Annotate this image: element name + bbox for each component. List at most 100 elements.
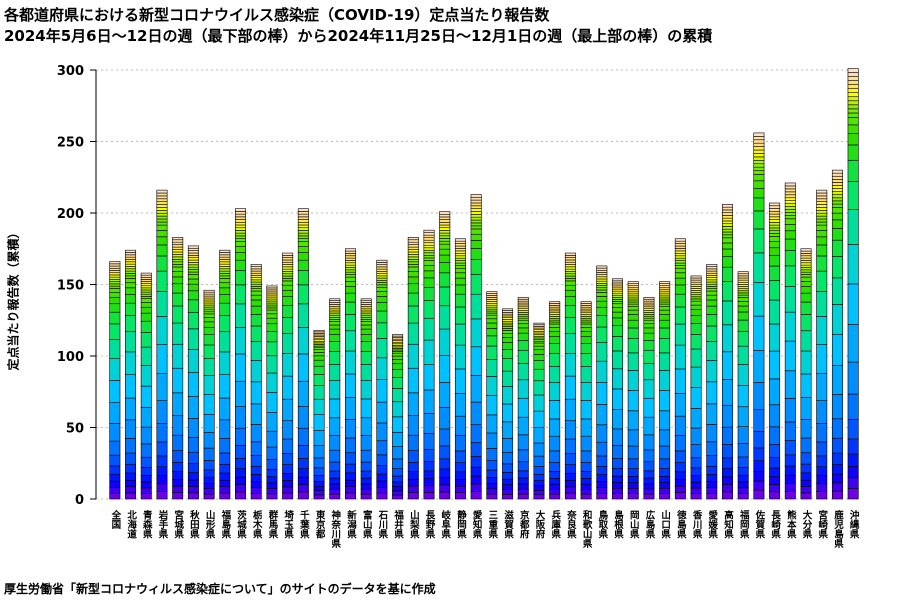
- bar-segment: [612, 458, 624, 469]
- bar-segment: [235, 476, 247, 485]
- bar-segment: [753, 197, 765, 212]
- bar-segment: [564, 464, 576, 474]
- bar-segment: [580, 301, 592, 304]
- bar-segment: [706, 283, 718, 287]
- bar-segment: [454, 248, 466, 252]
- bar-segment: [266, 331, 278, 343]
- bar-segment: [235, 232, 247, 237]
- bar-segment: [297, 211, 309, 215]
- chart-subtitle: 2024年5月6日〜12日の週（最下部の棒）から2024年11月25日〜12月1…: [4, 27, 713, 45]
- bar-segment: [360, 321, 372, 326]
- bar-segment: [235, 406, 247, 429]
- bar-segment: [172, 492, 184, 500]
- bar-segment: [360, 398, 372, 419]
- bar-segment: [392, 468, 404, 477]
- bar-segment: [831, 228, 843, 241]
- bar-segment: [753, 136, 765, 141]
- bar-segment: [407, 450, 419, 463]
- bar-segment: [187, 257, 199, 261]
- bar-segment: [643, 416, 655, 436]
- bar-segment: [187, 372, 199, 397]
- bar-segment: [659, 293, 671, 297]
- bar-segment: [643, 297, 655, 300]
- x-tick-label: 滋賀県: [502, 509, 515, 539]
- bar-segment: [612, 290, 624, 294]
- bar-segment: [564, 296, 576, 306]
- x-tick-label: 北海道: [125, 509, 137, 539]
- bar-segment: [847, 477, 859, 489]
- bar-segment: [470, 375, 482, 403]
- x-tick-label: 千葉県: [298, 509, 311, 539]
- bar-segment: [596, 360, 608, 383]
- bar-segment: [407, 244, 419, 248]
- bar-segment: [784, 218, 796, 225]
- bar-segment: [580, 488, 592, 495]
- bar-segment: [800, 274, 812, 278]
- bar-segment: [831, 175, 843, 180]
- bar-segment: [753, 174, 765, 182]
- bar-segment: [502, 489, 514, 495]
- bar-segment: [847, 181, 859, 210]
- bar-segment: [580, 382, 592, 401]
- bar-segment: [109, 402, 121, 424]
- bar-segment: [219, 270, 231, 274]
- bar-segment: [737, 277, 749, 281]
- bar-segment: [816, 210, 828, 214]
- bar-segment: [329, 493, 341, 500]
- bar-segment: [800, 437, 812, 454]
- bar-segment: [564, 453, 576, 465]
- bar-segment: [266, 323, 278, 332]
- bar-segment: [187, 278, 199, 285]
- bar-segment: [690, 300, 702, 306]
- bar-segment: [187, 255, 199, 259]
- bar-segment: [140, 467, 152, 476]
- bar-stack: [627, 281, 639, 500]
- bar-segment: [533, 394, 545, 412]
- bar-segment: [769, 230, 781, 234]
- bar-segment: [125, 294, 137, 304]
- bar-segment: [109, 274, 121, 278]
- bar-segment: [674, 255, 686, 259]
- bar-segment: [470, 225, 482, 230]
- bar-segment: [784, 440, 796, 456]
- bar-segment: [313, 467, 325, 476]
- bar-segment: [517, 493, 529, 500]
- bar-segment: [439, 235, 451, 239]
- bar-segment: [219, 452, 231, 465]
- bar-segment: [596, 404, 608, 426]
- bar-segment: [753, 132, 765, 137]
- bar-segment: [831, 207, 843, 214]
- bar-segment: [564, 264, 576, 268]
- bar-segment: [297, 270, 309, 286]
- bar-segment: [486, 322, 498, 329]
- bar-segment: [313, 359, 325, 367]
- bar-segment: [344, 262, 356, 266]
- bar-segment: [533, 494, 545, 500]
- bar-segment: [172, 239, 184, 243]
- bar-segment: [831, 172, 843, 177]
- bar-segment: [564, 252, 576, 256]
- bar-segment: [266, 307, 278, 311]
- bar-segment: [235, 227, 247, 231]
- bar-segment: [423, 389, 435, 414]
- bar-segment: [266, 305, 278, 309]
- x-tick-label: 島根県: [612, 509, 624, 539]
- bar-segment: [612, 282, 624, 286]
- bar-segment: [674, 240, 686, 244]
- bar-segment: [690, 323, 702, 335]
- bar-segment: [172, 254, 184, 258]
- chart-title: 各都道府県における新型コロナウイルス感染症（COVID-19）定点当たり報告数: [4, 6, 550, 24]
- bar-segment: [172, 322, 184, 345]
- bar-segment: [831, 169, 843, 174]
- bar-segment: [266, 317, 278, 325]
- bar-segment: [439, 219, 451, 223]
- bar-segment: [659, 493, 671, 500]
- bar-segment: [109, 440, 121, 456]
- bar-segment: [533, 490, 545, 496]
- bar-segment: [203, 394, 215, 415]
- bar-segment: [784, 197, 796, 201]
- bar-segment: [847, 133, 859, 146]
- bar-segment: [721, 226, 733, 230]
- bar-segment: [156, 224, 168, 231]
- bar-segment: [753, 252, 765, 283]
